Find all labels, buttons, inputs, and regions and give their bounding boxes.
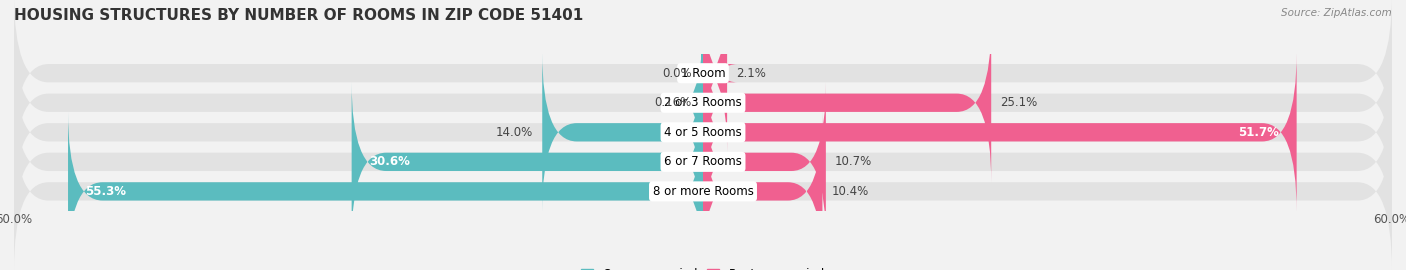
FancyBboxPatch shape bbox=[352, 82, 703, 241]
Text: 2 or 3 Rooms: 2 or 3 Rooms bbox=[664, 96, 742, 109]
FancyBboxPatch shape bbox=[703, 82, 825, 241]
Text: 4 or 5 Rooms: 4 or 5 Rooms bbox=[664, 126, 742, 139]
Text: 10.7%: 10.7% bbox=[835, 155, 872, 168]
Text: 30.6%: 30.6% bbox=[368, 155, 409, 168]
Text: 1 Room: 1 Room bbox=[681, 67, 725, 80]
Text: 51.7%: 51.7% bbox=[1239, 126, 1279, 139]
FancyBboxPatch shape bbox=[14, 23, 1392, 182]
FancyBboxPatch shape bbox=[14, 82, 1392, 241]
Text: 55.3%: 55.3% bbox=[86, 185, 127, 198]
Text: 14.0%: 14.0% bbox=[496, 126, 533, 139]
FancyBboxPatch shape bbox=[14, 53, 1392, 212]
FancyBboxPatch shape bbox=[693, 0, 738, 153]
FancyBboxPatch shape bbox=[543, 53, 703, 212]
Text: 8 or more Rooms: 8 or more Rooms bbox=[652, 185, 754, 198]
FancyBboxPatch shape bbox=[14, 112, 1392, 270]
Text: 25.1%: 25.1% bbox=[1001, 96, 1038, 109]
Text: 10.4%: 10.4% bbox=[831, 185, 869, 198]
FancyBboxPatch shape bbox=[67, 112, 703, 270]
Text: HOUSING STRUCTURES BY NUMBER OF ROOMS IN ZIP CODE 51401: HOUSING STRUCTURES BY NUMBER OF ROOMS IN… bbox=[14, 8, 583, 23]
Text: 2.1%: 2.1% bbox=[737, 67, 766, 80]
FancyBboxPatch shape bbox=[669, 23, 735, 182]
Legend: Owner-occupied, Renter-occupied: Owner-occupied, Renter-occupied bbox=[576, 264, 830, 270]
FancyBboxPatch shape bbox=[14, 0, 1392, 153]
FancyBboxPatch shape bbox=[703, 53, 1296, 212]
FancyBboxPatch shape bbox=[703, 112, 823, 270]
Text: 0.16%: 0.16% bbox=[655, 96, 692, 109]
FancyBboxPatch shape bbox=[703, 23, 991, 182]
Text: 0.0%: 0.0% bbox=[662, 67, 692, 80]
Text: 6 or 7 Rooms: 6 or 7 Rooms bbox=[664, 155, 742, 168]
Text: Source: ZipAtlas.com: Source: ZipAtlas.com bbox=[1281, 8, 1392, 18]
